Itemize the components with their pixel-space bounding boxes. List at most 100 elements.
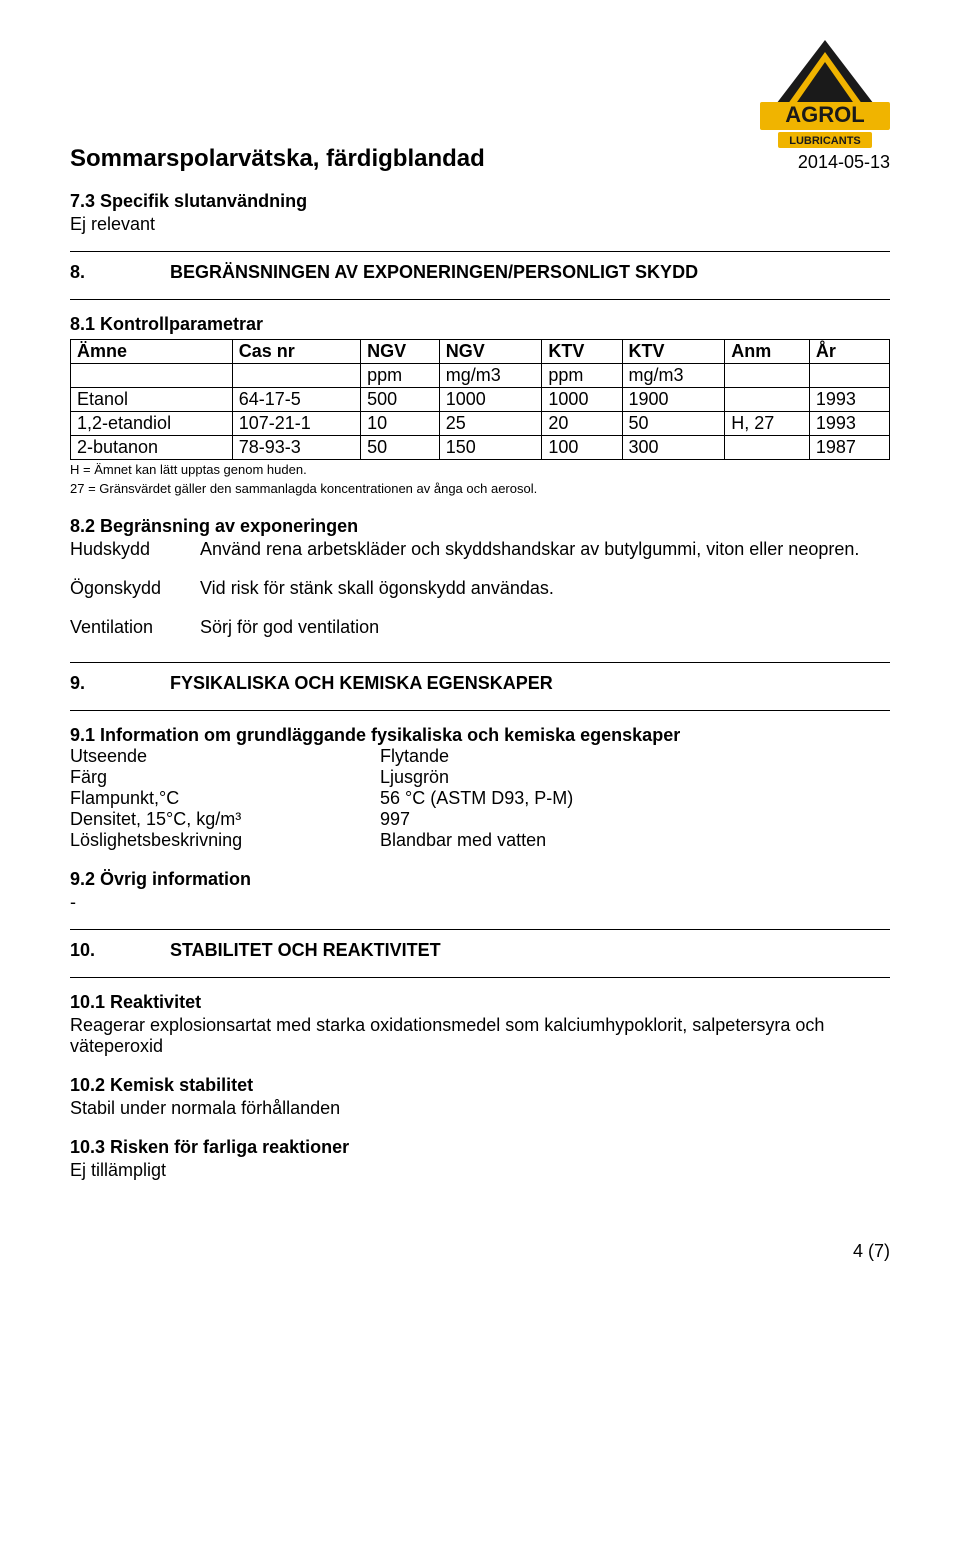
- s8-head: 8. BEGRÄNSNINGEN AV EXPONERINGEN/PERSONL…: [70, 262, 890, 283]
- props-row: Färg Ljusgrön: [70, 767, 890, 788]
- page-number: 4 (7): [70, 1241, 890, 1262]
- th: Ämne: [71, 340, 233, 364]
- rule: [70, 977, 890, 978]
- s8-title: BEGRÄNSNINGEN AV EXPONERINGEN/PERSONLIGT…: [170, 262, 698, 283]
- th: KTV: [622, 340, 725, 364]
- td: H, 27: [725, 412, 810, 436]
- th: Cas nr: [232, 340, 360, 364]
- td: 150: [439, 436, 542, 460]
- s10-title: STABILITET OCH REAKTIVITET: [170, 940, 441, 961]
- logo-bottom-text: LUBRICANTS: [789, 135, 861, 147]
- s10-num: 10.: [70, 940, 170, 961]
- td: 20: [542, 412, 622, 436]
- kv-row: Ventilation Sörj för god ventilation: [70, 617, 890, 638]
- th: NGV: [439, 340, 542, 364]
- s8-1-title: 8.1 Kontrollparametrar: [70, 314, 890, 335]
- td: 1900: [622, 388, 725, 412]
- s10-head: 10. STABILITET OCH REAKTIVITET: [70, 940, 890, 961]
- s10-1-title: 10.1 Reaktivitet: [70, 992, 890, 1013]
- doc-date: 2014-05-13: [798, 152, 890, 173]
- s10-3-text: Ej tillämpligt: [70, 1160, 890, 1181]
- td: 25: [439, 412, 542, 436]
- th: Anm: [725, 340, 810, 364]
- props-val: Flytande: [380, 746, 449, 767]
- kv-row: Hudskydd Använd rena arbetskläder och sk…: [70, 539, 890, 560]
- doc-title: Sommarspolarvätska, färdigblandad: [70, 145, 485, 173]
- header-right: AGROL LUBRICANTS 2014-05-13: [760, 40, 890, 173]
- param-table: Ämne Cas nr NGV NGV KTV KTV Anm År ppm m…: [70, 339, 890, 460]
- th: År: [809, 340, 889, 364]
- rule: [70, 662, 890, 663]
- td: 64-17-5: [232, 388, 360, 412]
- kv-val: Vid risk för stänk skall ögonskydd använ…: [200, 578, 890, 599]
- rule: [70, 929, 890, 930]
- kv-val: Sörj för god ventilation: [200, 617, 890, 638]
- td: 1987: [809, 436, 889, 460]
- td: 1993: [809, 388, 889, 412]
- td: [232, 364, 360, 388]
- props-key: Färg: [70, 767, 380, 788]
- table-unit-row: ppm mg/m3 ppm mg/m3: [71, 364, 890, 388]
- props-val: 56 °C (ASTM D93, P-M): [380, 788, 573, 809]
- logo-top-text: AGROL: [785, 102, 864, 127]
- td: 300: [622, 436, 725, 460]
- kv-key: Ventilation: [70, 617, 200, 638]
- table-row: 1,2-etandiol 107-21-1 10 25 20 50 H, 27 …: [71, 412, 890, 436]
- rule: [70, 299, 890, 300]
- td: 1993: [809, 412, 889, 436]
- s9-num: 9.: [70, 673, 170, 694]
- s9-2-title: 9.2 Övrig information: [70, 869, 890, 890]
- s8-num: 8.: [70, 262, 170, 283]
- kv-key: Hudskydd: [70, 539, 200, 560]
- kv-val: Använd rena arbetskläder och skyddshands…: [200, 539, 890, 560]
- s9-1-title: 9.1 Information om grundläggande fysikal…: [70, 725, 890, 746]
- table-note-1: H = Ämnet kan lätt upptas genom huden.: [70, 462, 890, 479]
- props-row: Löslighetsbeskrivning Blandbar med vatte…: [70, 830, 890, 851]
- table-row: 2-butanon 78-93-3 50 150 100 300 1987: [71, 436, 890, 460]
- s10-2-title: 10.2 Kemisk stabilitet: [70, 1075, 890, 1096]
- props-key: Densitet, 15°C, kg/m³: [70, 809, 380, 830]
- s8-2-title: 8.2 Begränsning av exponeringen: [70, 516, 890, 537]
- table-row: Etanol 64-17-5 500 1000 1000 1900 1993: [71, 388, 890, 412]
- s10-2-text: Stabil under normala förhållanden: [70, 1098, 890, 1119]
- td: 100: [542, 436, 622, 460]
- th: NGV: [361, 340, 440, 364]
- kv-key: Ögonskydd: [70, 578, 200, 599]
- td: 10: [361, 412, 440, 436]
- props-row: Utseende Flytande: [70, 746, 890, 767]
- s9-2-text: -: [70, 892, 890, 913]
- td: [725, 364, 810, 388]
- td: [725, 388, 810, 412]
- s9-title: FYSIKALISKA OCH KEMISKA EGENSKAPER: [170, 673, 553, 694]
- props-key: Flampunkt,°C: [70, 788, 380, 809]
- s9-head: 9. FYSIKALISKA OCH KEMISKA EGENSKAPER: [70, 673, 890, 694]
- props-row: Flampunkt,°C 56 °C (ASTM D93, P-M): [70, 788, 890, 809]
- rule: [70, 251, 890, 252]
- header: Sommarspolarvätska, färdigblandad AGROL …: [70, 40, 890, 173]
- table-head-row: Ämne Cas nr NGV NGV KTV KTV Anm År: [71, 340, 890, 364]
- s10-1-text: Reagerar explosionsartat med starka oxid…: [70, 1015, 890, 1057]
- table-note-2: 27 = Gränsvärdet gäller den sammanlagda …: [70, 481, 890, 498]
- td: 1000: [542, 388, 622, 412]
- props-val: 997: [380, 809, 410, 830]
- td: 50: [622, 412, 725, 436]
- td: 1000: [439, 388, 542, 412]
- s7-3-text: Ej relevant: [70, 214, 890, 235]
- td: 50: [361, 436, 440, 460]
- props-row: Densitet, 15°C, kg/m³ 997: [70, 809, 890, 830]
- td: [71, 364, 233, 388]
- page: Sommarspolarvätska, färdigblandad AGROL …: [0, 0, 960, 1302]
- props-key: Utseende: [70, 746, 380, 767]
- th: KTV: [542, 340, 622, 364]
- td: 78-93-3: [232, 436, 360, 460]
- s7-3-title: 7.3 Specifik slutanvändning: [70, 191, 890, 212]
- s10-3-title: 10.3 Risken för farliga reaktioner: [70, 1137, 890, 1158]
- props-val: Blandbar med vatten: [380, 830, 546, 851]
- td: mg/m3: [439, 364, 542, 388]
- td: 1,2-etandiol: [71, 412, 233, 436]
- td: Etanol: [71, 388, 233, 412]
- td: ppm: [361, 364, 440, 388]
- td: [725, 436, 810, 460]
- kv-row: Ögonskydd Vid risk för stänk skall ögons…: [70, 578, 890, 599]
- rule: [70, 710, 890, 711]
